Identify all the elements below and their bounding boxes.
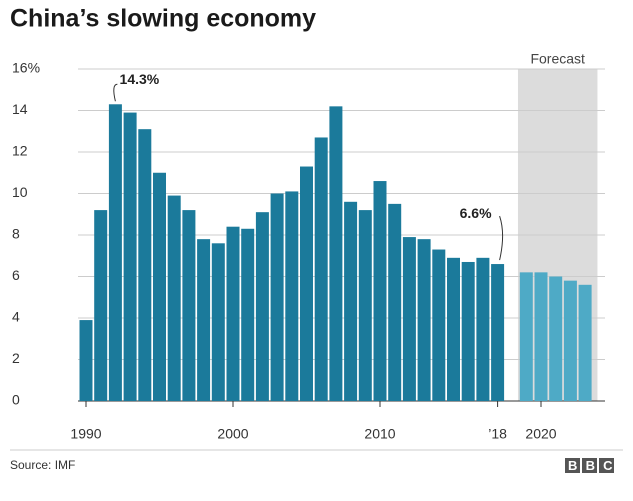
data-label: 6.6% bbox=[460, 205, 492, 221]
y-tick-label: 14 bbox=[12, 101, 28, 117]
bar bbox=[388, 203, 402, 401]
logo-block bbox=[582, 458, 597, 473]
y-tick-label: 2 bbox=[12, 350, 20, 366]
y-tick-label: 10 bbox=[12, 184, 28, 200]
bar bbox=[563, 280, 577, 401]
y-tick-label: 4 bbox=[12, 309, 20, 325]
logo-block bbox=[599, 458, 614, 473]
label-arrow bbox=[113, 83, 118, 102]
bar bbox=[138, 129, 152, 402]
bar bbox=[241, 228, 255, 401]
y-tick-label: 0 bbox=[12, 392, 20, 408]
bar bbox=[285, 191, 299, 401]
logo: BBC bbox=[565, 458, 621, 473]
bar bbox=[432, 249, 446, 401]
x-tick-label: 2010 bbox=[364, 426, 395, 442]
chart-title: China’s slowing economy bbox=[10, 5, 316, 33]
bar bbox=[461, 261, 475, 401]
bar bbox=[182, 210, 196, 401]
bar bbox=[255, 212, 269, 401]
y-tick-label: 12 bbox=[12, 143, 28, 159]
bar bbox=[300, 166, 313, 401]
bar bbox=[476, 257, 490, 401]
bar bbox=[358, 210, 372, 401]
logo-block bbox=[565, 458, 580, 473]
y-tick-label: 16% bbox=[12, 60, 40, 76]
bar bbox=[153, 172, 166, 401]
bar bbox=[417, 239, 431, 401]
bar bbox=[211, 243, 225, 401]
bar bbox=[197, 239, 211, 401]
bar bbox=[578, 284, 592, 401]
bar bbox=[79, 320, 93, 401]
data-label: 14.3% bbox=[120, 71, 160, 87]
bar bbox=[402, 237, 416, 401]
source: Source: IMF bbox=[10, 458, 75, 472]
x-tick-label: 2020 bbox=[525, 426, 556, 442]
bar bbox=[270, 193, 284, 401]
label-arrow bbox=[499, 215, 504, 261]
bar bbox=[108, 104, 122, 402]
x-tick-label: ’18 bbox=[488, 426, 507, 442]
bar bbox=[447, 257, 460, 401]
bar bbox=[94, 210, 108, 401]
forecast-label: Forecast bbox=[530, 51, 585, 67]
bar bbox=[373, 181, 387, 401]
bar bbox=[314, 137, 328, 401]
bar bbox=[491, 264, 505, 401]
bar bbox=[167, 195, 181, 401]
y-tick-label: 6 bbox=[12, 267, 20, 283]
bar bbox=[534, 272, 548, 401]
bar bbox=[329, 106, 343, 401]
bar bbox=[549, 276, 563, 401]
bar bbox=[344, 201, 358, 401]
bar bbox=[519, 272, 533, 401]
bar bbox=[123, 112, 137, 401]
bar bbox=[226, 226, 240, 401]
y-tick-label: 8 bbox=[12, 226, 20, 242]
logo-text: BBC bbox=[568, 458, 621, 473]
x-tick-label: 1990 bbox=[70, 426, 101, 442]
x-tick-label: 2000 bbox=[217, 426, 248, 442]
